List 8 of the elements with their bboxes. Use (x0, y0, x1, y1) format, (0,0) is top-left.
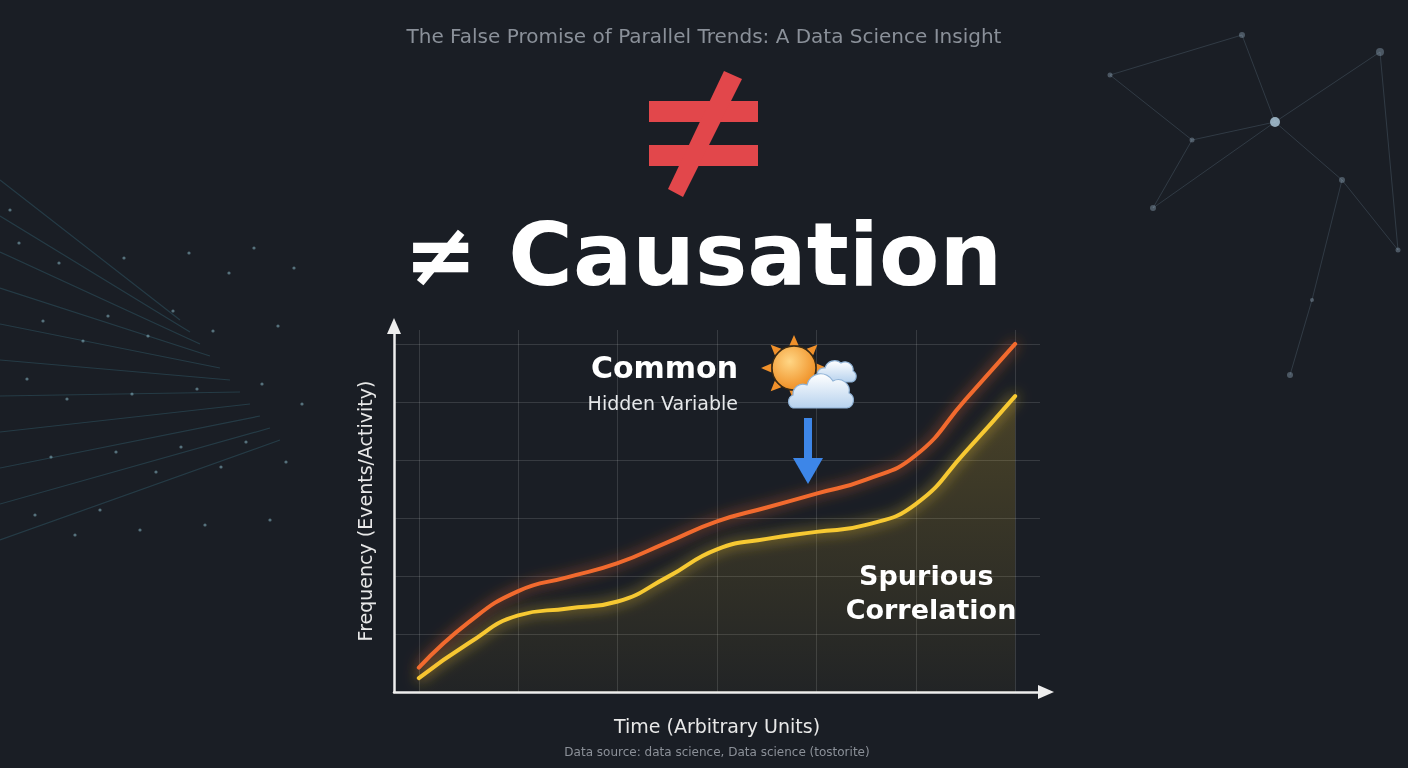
annotation: Spurious Correlation (845, 559, 1017, 625)
text: ≠ Causation (403, 202, 1003, 306)
annotation: Hidden Variable (587, 392, 738, 414)
annotation: Common (590, 349, 738, 385)
y-axis-title: Frequency (Events/Activity) (353, 380, 376, 642)
source-note: Data source: data science, Data science (tostorite) (564, 745, 870, 759)
x-axis-title: Time (Arbitrary Units) (612, 714, 821, 737)
chart-title: The False Promise of Parallel Trends: A Data Science Insight (405, 24, 1002, 48)
